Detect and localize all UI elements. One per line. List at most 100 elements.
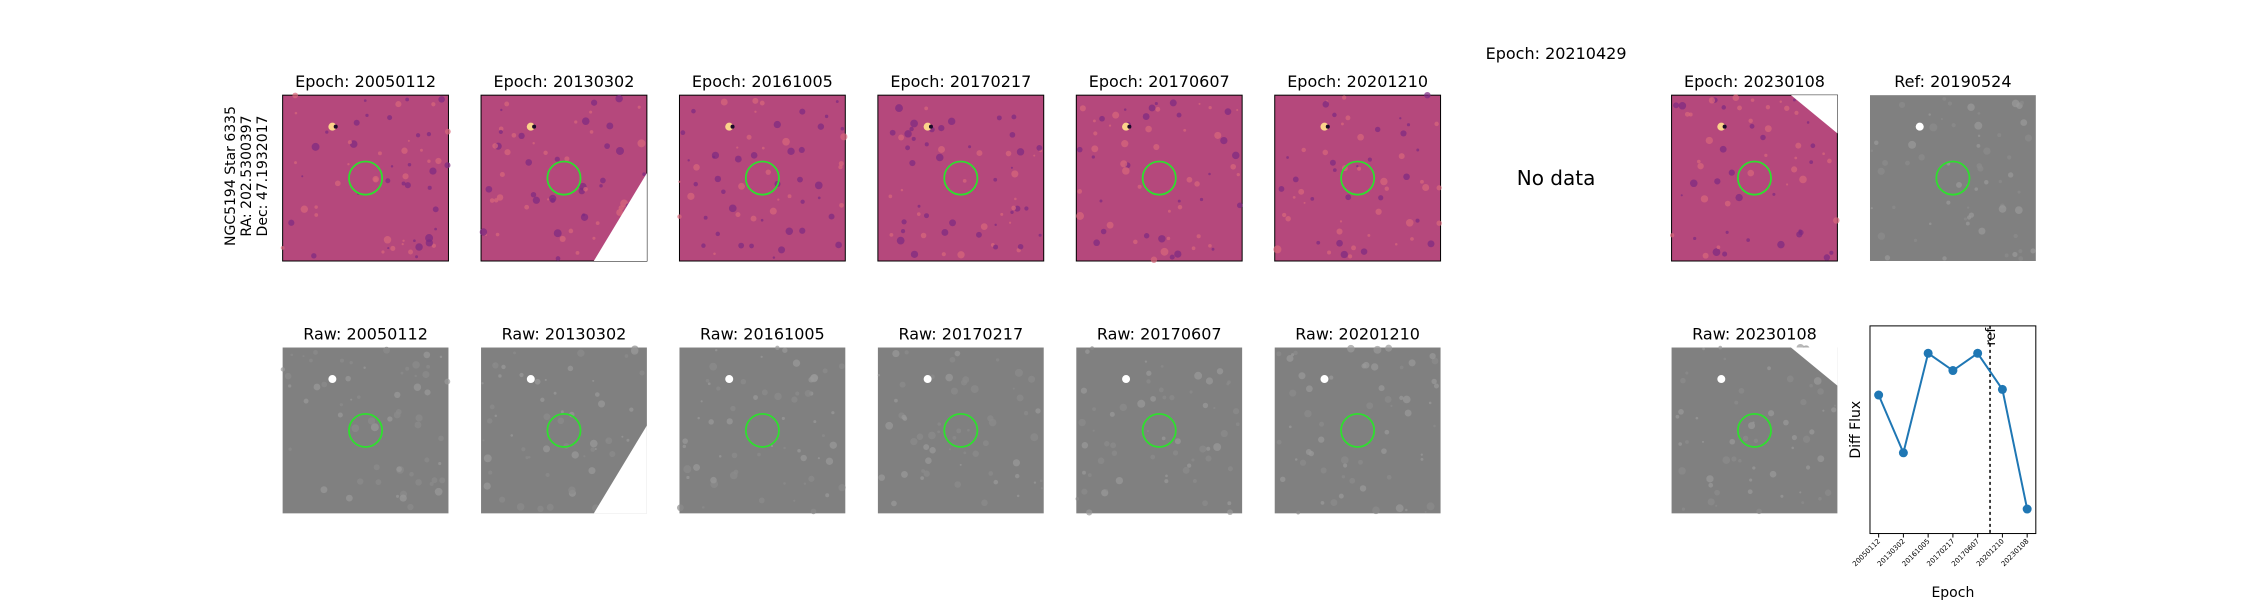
noise (294, 161, 297, 165)
diff-title: Epoch: 20170217 (890, 72, 1031, 91)
noise (1158, 387, 1164, 393)
noise (401, 147, 408, 154)
noise (954, 481, 961, 488)
noise (929, 447, 936, 454)
noise (1753, 438, 1759, 443)
noise (1183, 128, 1187, 132)
noise (1332, 112, 1337, 118)
noise (1700, 195, 1709, 203)
noise (1343, 463, 1348, 468)
noise (1227, 466, 1233, 472)
noise (1322, 101, 1330, 108)
noise (1434, 121, 1439, 127)
noise (2013, 233, 2018, 239)
aperture (943, 412, 979, 448)
noise (1956, 181, 1962, 188)
noise (375, 479, 382, 486)
noise (496, 194, 504, 201)
noise (682, 438, 688, 444)
noise (1086, 509, 1093, 516)
noise (284, 372, 292, 380)
noise (504, 149, 511, 156)
noise (1976, 144, 1981, 148)
noise (1236, 173, 1240, 177)
noise (1928, 113, 1931, 116)
noise (1023, 411, 1029, 416)
noise (1928, 222, 1932, 226)
noise (321, 381, 328, 388)
noise (594, 447, 597, 451)
noise (1280, 476, 1286, 483)
raw-image (280, 346, 451, 514)
noise (821, 434, 825, 438)
noise (1339, 220, 1343, 223)
noise (370, 423, 379, 432)
noise (840, 126, 845, 131)
noise (1702, 252, 1709, 259)
noise (405, 97, 410, 102)
noise (1908, 140, 1917, 149)
source-dark (532, 124, 537, 129)
noise (1078, 418, 1086, 427)
noise (353, 119, 360, 126)
diff-image (677, 94, 848, 262)
noise (1966, 206, 1970, 209)
noise (707, 382, 711, 386)
noise (693, 164, 700, 171)
noise (1722, 251, 1728, 257)
noise (1977, 134, 1981, 138)
source-dark (333, 124, 338, 129)
noise (1827, 158, 1832, 164)
raw-image (1075, 346, 1243, 516)
noise (1024, 206, 1029, 211)
noise (772, 256, 776, 259)
noise (1305, 385, 1313, 393)
noise (1942, 256, 1947, 261)
noise (1715, 504, 1718, 507)
source-dark (1722, 124, 1727, 129)
noise (1708, 97, 1716, 104)
noise (718, 454, 722, 458)
noise (1427, 240, 1435, 248)
noise (1213, 443, 1222, 452)
noise (590, 447, 596, 452)
noise (559, 235, 566, 242)
noise (1016, 394, 1024, 402)
y-axis-label: Diff Flux (1848, 401, 1864, 459)
noise (1380, 177, 1388, 186)
aperture (1736, 160, 1772, 196)
noise (1833, 217, 1840, 224)
noise (825, 493, 830, 498)
noise (1794, 156, 1798, 160)
noise (1278, 186, 1285, 192)
noise (962, 376, 970, 384)
image-bg (1671, 94, 1838, 262)
noise (1892, 205, 1896, 209)
noise (1356, 164, 1359, 168)
noise (1750, 98, 1755, 102)
noise (487, 418, 493, 424)
noise (1167, 209, 1171, 213)
noise (1416, 148, 1420, 152)
noise (413, 383, 422, 391)
noise (1734, 400, 1739, 405)
noise (1386, 474, 1392, 480)
noise (891, 500, 897, 507)
noise (898, 134, 905, 141)
noise (1678, 409, 1684, 415)
noise (1075, 497, 1080, 501)
noise (775, 345, 780, 351)
noise (422, 371, 430, 379)
noise (1918, 154, 1925, 161)
noise (1137, 399, 1146, 408)
noise (687, 192, 695, 200)
noise (1296, 510, 1301, 515)
noise (325, 130, 329, 134)
noise (1809, 429, 1815, 435)
noise (778, 246, 786, 254)
noise (976, 150, 983, 157)
noise (923, 444, 930, 451)
noise (1415, 218, 1420, 223)
noise (413, 239, 416, 243)
noise (577, 349, 585, 357)
